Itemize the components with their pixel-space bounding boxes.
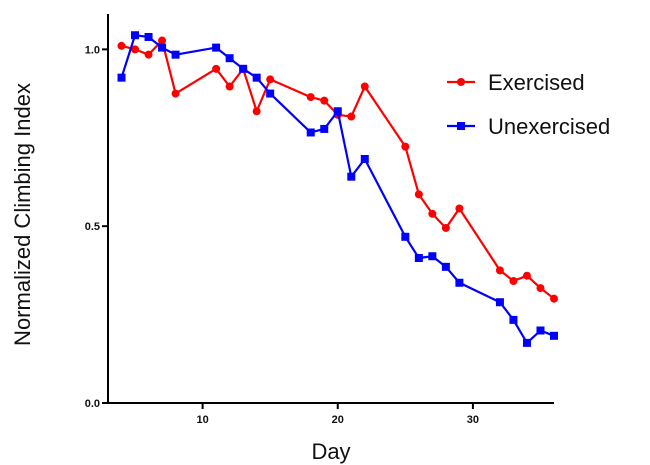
data-point bbox=[401, 142, 410, 151]
legend-marker bbox=[457, 78, 465, 86]
data-point bbox=[550, 331, 558, 340]
data-point bbox=[266, 75, 275, 84]
data-point bbox=[320, 96, 329, 105]
legend-marker bbox=[457, 122, 465, 130]
data-point bbox=[428, 209, 437, 218]
data-point bbox=[455, 204, 464, 213]
x-axis-title: Day bbox=[311, 439, 350, 464]
data-point bbox=[428, 252, 437, 261]
data-point bbox=[239, 64, 248, 73]
data-point bbox=[522, 338, 531, 347]
y-ticks: 0.0 0.5 1.0 bbox=[85, 44, 108, 410]
data-point bbox=[441, 262, 450, 271]
data-point bbox=[536, 284, 545, 293]
legend-label: Exercised bbox=[488, 70, 585, 95]
series-unexercised bbox=[117, 31, 558, 347]
data-point bbox=[360, 82, 369, 91]
legend-label: Unexercised bbox=[488, 114, 610, 139]
data-point bbox=[306, 128, 315, 137]
data-point bbox=[131, 31, 140, 40]
data-point bbox=[495, 298, 504, 307]
axes bbox=[107, 14, 554, 404]
data-point bbox=[550, 294, 558, 303]
y-tick-label: 0.5 bbox=[85, 221, 100, 233]
data-point bbox=[509, 315, 518, 324]
legend-item-unexercised: Unexercised bbox=[447, 114, 610, 139]
data-point bbox=[306, 93, 315, 102]
data-point bbox=[225, 54, 234, 63]
series-layer bbox=[117, 31, 558, 347]
data-point bbox=[171, 89, 180, 98]
x-tick-label: 20 bbox=[332, 414, 344, 426]
data-point bbox=[117, 73, 126, 82]
data-point bbox=[266, 89, 275, 98]
data-point bbox=[158, 43, 167, 52]
data-point bbox=[117, 41, 126, 50]
data-point bbox=[441, 223, 450, 232]
data-point bbox=[360, 154, 369, 163]
legend-item-exercised: Exercised bbox=[447, 70, 585, 95]
x-tick-label: 30 bbox=[467, 414, 479, 426]
y-tick-label: 1.0 bbox=[85, 44, 100, 56]
x-tick-label: 10 bbox=[196, 414, 208, 426]
data-point bbox=[212, 64, 221, 73]
data-point bbox=[131, 45, 140, 54]
data-point bbox=[414, 190, 423, 199]
data-point bbox=[347, 172, 356, 181]
data-point bbox=[171, 50, 180, 59]
data-point bbox=[225, 82, 234, 91]
y-axis-title: Normalized Climbing Index bbox=[10, 83, 35, 346]
data-point bbox=[212, 43, 221, 52]
data-point bbox=[333, 107, 342, 116]
data-point bbox=[320, 124, 329, 133]
data-point bbox=[252, 73, 261, 82]
data-point bbox=[158, 36, 167, 45]
data-point bbox=[144, 50, 153, 59]
data-point bbox=[495, 266, 504, 275]
data-point bbox=[414, 254, 423, 263]
legend: Exercised Unexercised bbox=[447, 70, 610, 139]
data-point bbox=[401, 232, 410, 241]
data-point bbox=[252, 107, 261, 116]
y-tick-label: 0.0 bbox=[85, 398, 100, 410]
data-point bbox=[509, 276, 518, 285]
x-ticks: 10 20 30 bbox=[196, 403, 479, 426]
data-point bbox=[455, 278, 464, 287]
data-point bbox=[347, 112, 356, 121]
data-point bbox=[536, 326, 545, 335]
data-point bbox=[144, 32, 153, 41]
data-point bbox=[522, 271, 531, 280]
